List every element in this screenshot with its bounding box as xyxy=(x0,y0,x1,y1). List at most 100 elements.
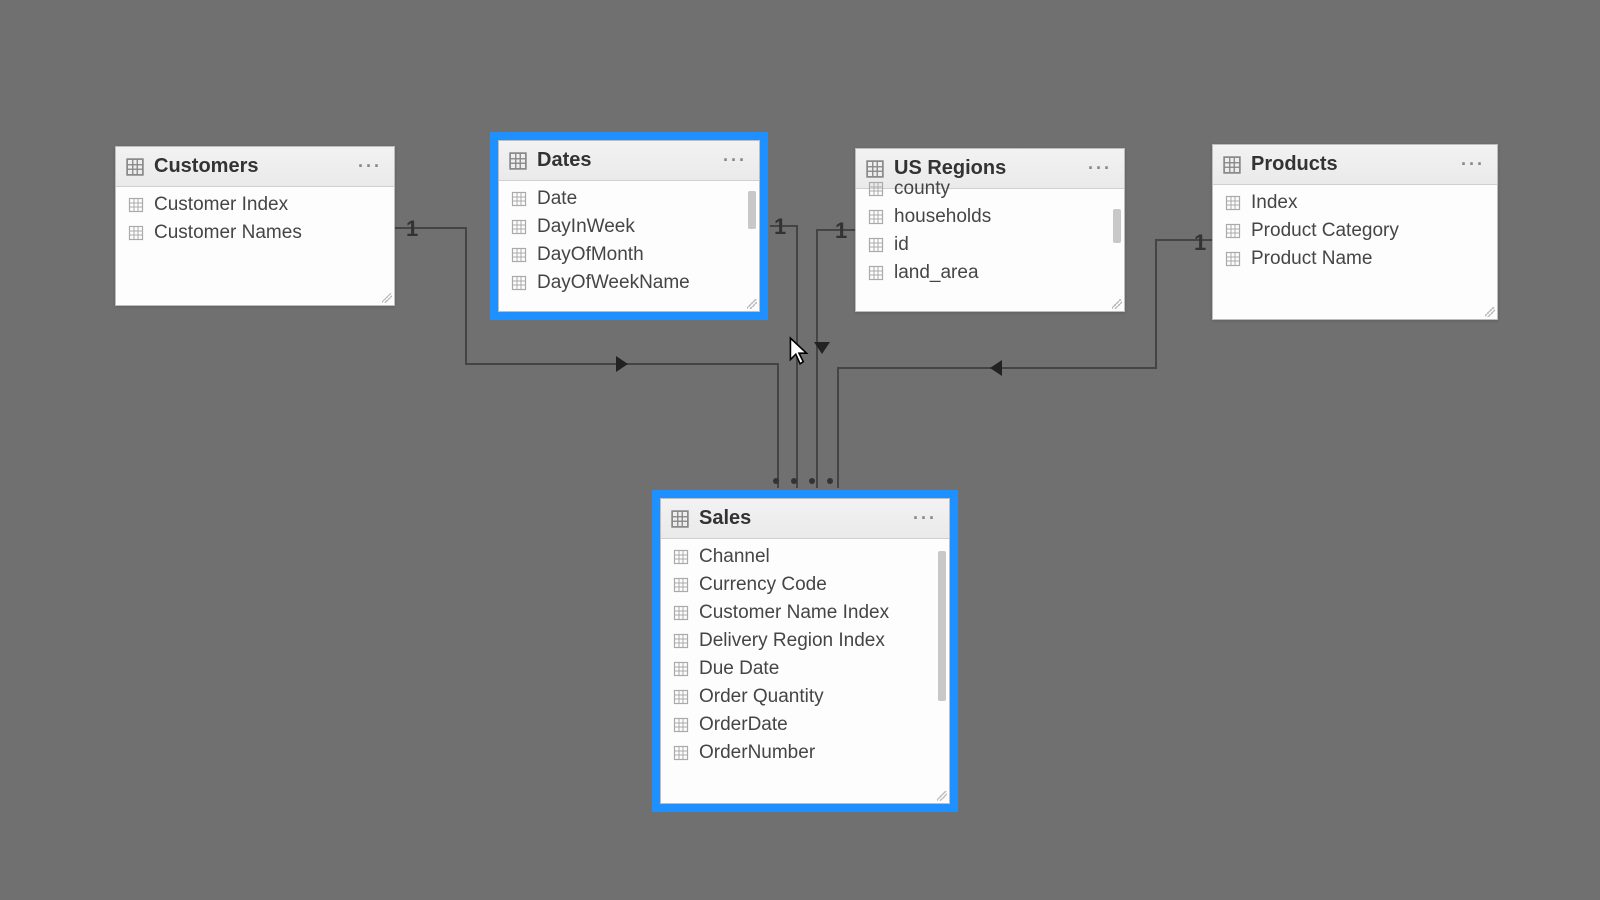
table-products[interactable]: Products ··· IndexProduct Category Produc… xyxy=(1212,144,1498,320)
filter-direction-icon xyxy=(814,342,830,354)
column-icon xyxy=(511,275,527,291)
table-menu-icon[interactable]: ··· xyxy=(356,156,384,177)
table-header[interactable]: Products ··· xyxy=(1213,145,1497,185)
table-title: Dates xyxy=(537,149,721,172)
column-icon xyxy=(673,717,689,733)
field-row[interactable]: Customer Name Index xyxy=(661,599,949,627)
field-row[interactable]: id xyxy=(856,231,1124,259)
field-label: DayOfWeekName xyxy=(537,272,690,294)
field-row[interactable]: Product Name xyxy=(1213,245,1497,273)
column-icon xyxy=(1225,223,1241,239)
resize-handle[interactable] xyxy=(937,791,947,801)
field-row[interactable]: land_area xyxy=(856,259,1124,287)
field-list: IndexProduct Category Product Name xyxy=(1213,185,1497,279)
column-icon xyxy=(673,605,689,621)
table-icon xyxy=(509,152,527,170)
table-header[interactable]: Customers ··· xyxy=(116,147,394,187)
field-label: Delivery Region Index xyxy=(699,630,885,652)
table-icon xyxy=(1223,156,1241,174)
column-icon xyxy=(1225,195,1241,211)
field-row[interactable]: Delivery Region Index xyxy=(661,627,949,655)
field-row[interactable]: Product Category xyxy=(1213,217,1497,245)
column-icon xyxy=(673,689,689,705)
field-list: Customer Index Customer Names xyxy=(116,187,394,253)
column-icon xyxy=(128,197,144,213)
model-canvas[interactable]: Customers ··· Customer Index Customer Nam… xyxy=(0,0,1600,900)
field-row[interactable]: Channel xyxy=(661,543,949,571)
field-row[interactable]: DayOfMonth xyxy=(499,241,759,269)
resize-handle[interactable] xyxy=(747,299,757,309)
field-row[interactable]: Order Quantity xyxy=(661,683,949,711)
mouse-cursor-icon xyxy=(788,336,810,366)
field-row[interactable]: households xyxy=(856,203,1124,231)
table-title: Sales xyxy=(699,507,911,530)
field-row[interactable]: Index xyxy=(1213,189,1497,217)
field-list: Channel Currency Code Customer Name Index D… xyxy=(661,539,949,773)
column-icon xyxy=(511,219,527,235)
column-icon xyxy=(868,209,884,225)
field-row[interactable]: Currency Code xyxy=(661,571,949,599)
field-list: county households id land_area xyxy=(856,171,1124,293)
column-icon xyxy=(673,661,689,677)
field-label: DayInWeek xyxy=(537,216,635,238)
relationship-line[interactable] xyxy=(817,230,855,488)
table-menu-icon[interactable]: ··· xyxy=(1459,154,1487,175)
field-label: OrderDate xyxy=(699,714,788,736)
field-label: land_area xyxy=(894,262,979,284)
table-sales[interactable]: Sales ··· Channel Currency Code Customer N… xyxy=(660,498,950,804)
table-header[interactable]: Dates ··· xyxy=(499,141,759,181)
field-label: Product Name xyxy=(1251,248,1372,270)
column-icon xyxy=(868,237,884,253)
field-label: households xyxy=(894,206,991,228)
field-label: Currency Code xyxy=(699,574,827,596)
cardinality-one: 1 xyxy=(835,218,847,244)
field-list: Date DayInWeek DayOfMonth DayOfWeekName xyxy=(499,181,759,303)
table-customers[interactable]: Customers ··· Customer Index Customer Nam… xyxy=(115,146,395,306)
column-icon xyxy=(1225,251,1241,267)
field-label: Channel xyxy=(699,546,770,568)
column-icon xyxy=(673,577,689,593)
table-icon xyxy=(126,158,144,176)
field-label: Customer Name Index xyxy=(699,602,889,624)
table-icon xyxy=(671,510,689,528)
resize-handle[interactable] xyxy=(1485,307,1495,317)
table-menu-icon[interactable]: ··· xyxy=(1086,158,1114,179)
field-label: Date xyxy=(537,188,577,210)
field-row[interactable]: OrderNumber xyxy=(661,739,949,767)
filter-direction-icon xyxy=(616,356,628,372)
field-label: DayOfMonth xyxy=(537,244,644,266)
cardinality-one: 1 xyxy=(1194,230,1206,256)
cardinality-one: 1 xyxy=(774,214,786,240)
field-label: id xyxy=(894,234,909,256)
field-row[interactable]: Due Date xyxy=(661,655,949,683)
filter-direction-icon xyxy=(990,360,1002,376)
table-menu-icon[interactable]: ··· xyxy=(721,150,749,171)
scrollbar-thumb[interactable] xyxy=(938,551,946,701)
scrollbar-thumb[interactable] xyxy=(748,191,756,229)
column-icon xyxy=(673,549,689,565)
table-title: Products xyxy=(1251,153,1459,176)
cardinality-one: 1 xyxy=(406,216,418,242)
field-row[interactable]: DayOfWeekName xyxy=(499,269,759,297)
field-row[interactable]: Customer Index xyxy=(116,191,394,219)
field-label: Due Date xyxy=(699,658,779,680)
column-icon xyxy=(511,247,527,263)
table-header[interactable]: Sales ··· xyxy=(661,499,949,539)
resize-handle[interactable] xyxy=(382,293,392,303)
column-icon xyxy=(673,745,689,761)
field-label: county xyxy=(894,178,950,200)
field-label: Customer Index xyxy=(154,194,288,216)
table-dates[interactable]: Dates ··· Date DayInWeek DayOfMonth DayOfWe… xyxy=(498,140,760,312)
field-row[interactable]: OrderDate xyxy=(661,711,949,739)
table-icon xyxy=(866,160,884,178)
field-row[interactable]: Customer Names xyxy=(116,219,394,247)
table-menu-icon[interactable]: ··· xyxy=(911,508,939,529)
field-label: OrderNumber xyxy=(699,742,815,764)
field-row[interactable]: DayInWeek xyxy=(499,213,759,241)
scrollbar-thumb[interactable] xyxy=(1113,209,1121,243)
relationship-line[interactable] xyxy=(770,226,797,488)
field-row[interactable]: Date xyxy=(499,185,759,213)
table-usregions[interactable]: US Regions ··· county households id land_ar… xyxy=(855,148,1125,312)
resize-handle[interactable] xyxy=(1112,299,1122,309)
table-title: US Regions xyxy=(894,157,1086,180)
